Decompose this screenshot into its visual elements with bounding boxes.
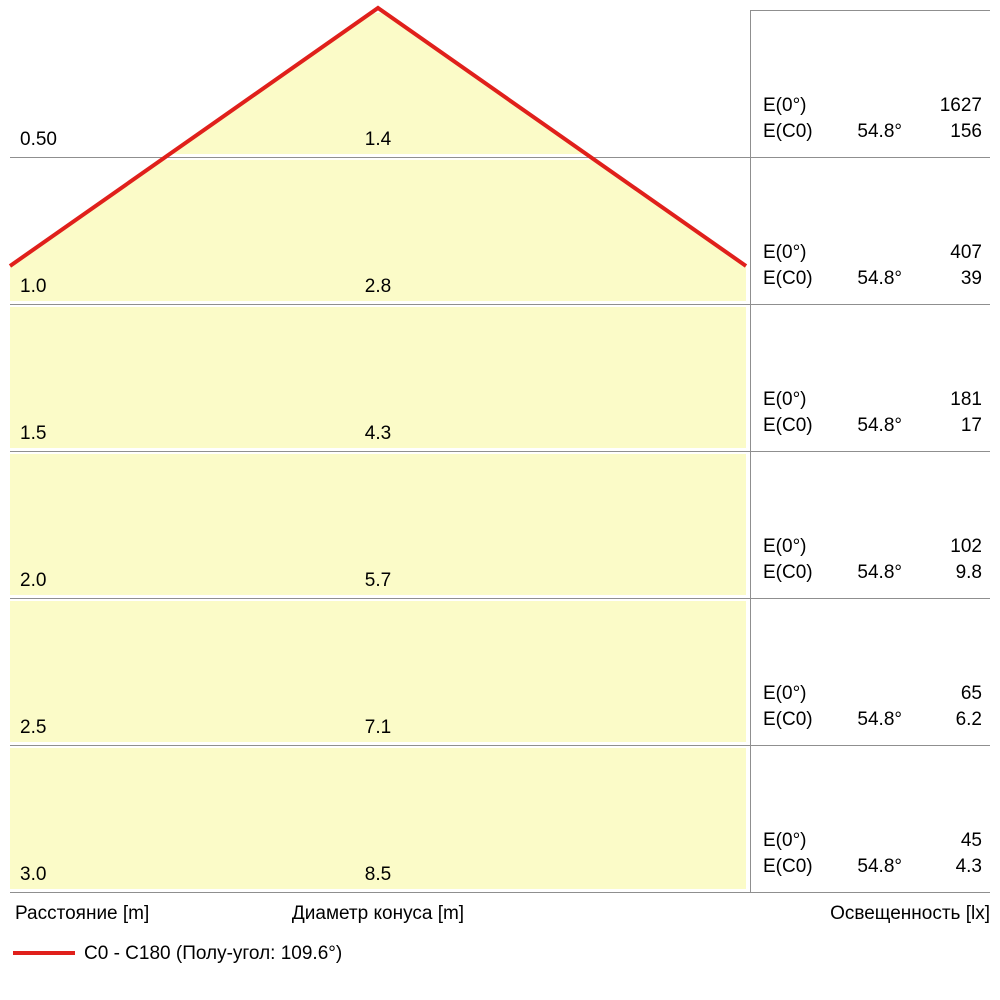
ec0-line: E(C0) 54.8° 156: [750, 119, 990, 145]
e0-line: E(0°) 102: [750, 534, 990, 560]
e0-line: E(0°) 1627: [750, 93, 990, 119]
e0-value: 45: [960, 830, 982, 851]
ec0-label: E(C0): [763, 268, 813, 289]
ec0-line: E(C0) 54.8° 9.8: [750, 560, 990, 586]
legend-label: C0 - C180 (Полу-угол: 109.6°): [84, 943, 343, 964]
grid-line-2.0m: [10, 598, 990, 599]
ec0-angle: 54.8°: [857, 268, 902, 289]
ec0-angle: 54.8°: [857, 709, 902, 730]
ec0-angle: 54.8°: [857, 856, 902, 877]
illuminance-block: E(0°) 407 E(C0) 54.8° 39: [750, 240, 990, 292]
e0-label: E(0°): [763, 830, 807, 851]
illuminance-block: E(0°) 102 E(C0) 54.8° 9.8: [750, 534, 990, 586]
ec0-value: 17: [960, 415, 982, 436]
table-row: 3.0 8.5 E(0°) 45 E(C0) 54.8° 4.3: [10, 745, 990, 892]
illuminance-block: E(0°) 181 E(C0) 54.8° 17: [750, 387, 990, 439]
table-row: 1.0 2.8 E(0°) 407 E(C0) 54.8° 39: [10, 157, 990, 304]
legend-line-swatch: [13, 951, 75, 955]
e0-line: E(0°) 407: [750, 240, 990, 266]
diameter-value: 7.1: [364, 717, 392, 738]
ec0-line: E(C0) 54.8° 39: [750, 266, 990, 292]
illuminance-block: E(0°) 65 E(C0) 54.8° 6.2: [750, 681, 990, 733]
ec0-label: E(C0): [763, 415, 813, 436]
e0-angle-spacer: [828, 387, 902, 413]
diameter-value: 8.5: [364, 864, 392, 885]
ec0-line: E(C0) 54.8° 17: [750, 413, 990, 439]
diameter-value: 1.4: [364, 129, 392, 150]
grid-line-top: [750, 10, 990, 11]
e0-angle-spacer: [828, 240, 902, 266]
table-row: 1.5 4.3 E(0°) 181 E(C0) 54.8° 17: [10, 304, 990, 451]
ec0-value: 9.8: [955, 562, 982, 583]
table-row: 2.5 7.1 E(0°) 65 E(C0) 54.8° 6.2: [10, 598, 990, 745]
x-axis-distance-label: Расстояние [m]: [15, 903, 150, 924]
e0-value: 407: [950, 242, 982, 263]
grid-line-3.0m: [10, 892, 990, 893]
e0-label: E(0°): [763, 389, 807, 410]
ec0-value: 4.3: [955, 856, 982, 877]
e0-value: 102: [950, 536, 982, 557]
e0-value: 65: [960, 683, 982, 704]
distance-value: 1.5: [20, 423, 47, 444]
e0-angle-spacer: [828, 93, 902, 119]
ec0-label: E(C0): [763, 562, 813, 583]
e0-label: E(0°): [763, 95, 807, 116]
ec0-line: E(C0) 54.8° 4.3: [750, 854, 990, 880]
e0-line: E(0°) 65: [750, 681, 990, 707]
distance-value: 1.0: [20, 276, 47, 297]
table-row: 2.0 5.7 E(0°) 102 E(C0) 54.8° 9.8: [10, 451, 990, 598]
grid-line-2.5m: [10, 745, 990, 746]
distance-value: 2.0: [20, 570, 47, 591]
distance-value: 2.5: [20, 717, 47, 738]
diameter-value: 5.7: [364, 570, 392, 591]
grid-line-1.5m: [10, 451, 990, 452]
ec0-label: E(C0): [763, 709, 813, 730]
e0-value: 181: [950, 389, 982, 410]
e0-line: E(0°) 45: [750, 828, 990, 854]
grid-line-1.0m: [10, 304, 990, 305]
e0-line: E(0°) 181: [750, 387, 990, 413]
diameter-value: 2.8: [364, 276, 392, 297]
column-divider-line: [750, 10, 751, 892]
table-row: 0.50 1.4 E(0°) 1627 E(C0) 54.8° 156: [10, 10, 990, 157]
e0-angle-spacer: [828, 828, 902, 854]
illuminance-block: E(0°) 1627 E(C0) 54.8° 156: [750, 93, 990, 145]
e0-angle-spacer: [828, 681, 902, 707]
ec0-value: 6.2: [955, 709, 982, 730]
ec0-angle: 54.8°: [857, 562, 902, 583]
e0-label: E(0°): [763, 242, 807, 263]
e0-label: E(0°): [763, 536, 807, 557]
ec0-label: E(C0): [763, 121, 813, 142]
e0-value: 1627: [939, 95, 982, 116]
x-axis-illuminance-label: Освещенность [lx]: [830, 903, 990, 924]
e0-angle-spacer: [828, 534, 902, 560]
x-axis-diameter-label: Диаметр конуса [m]: [291, 903, 465, 924]
illuminance-block: E(0°) 45 E(C0) 54.8° 4.3: [750, 828, 990, 880]
ec0-angle: 54.8°: [857, 121, 902, 142]
distance-value: 0.50: [20, 129, 57, 150]
e0-label: E(0°): [763, 683, 807, 704]
distance-value: 3.0: [20, 864, 47, 885]
ec0-value: 39: [960, 268, 982, 289]
ec0-line: E(C0) 54.8° 6.2: [750, 707, 990, 733]
ec0-label: E(C0): [763, 856, 813, 877]
ec0-angle: 54.8°: [857, 415, 902, 436]
diameter-value: 4.3: [364, 423, 392, 444]
ec0-value: 156: [950, 121, 982, 142]
